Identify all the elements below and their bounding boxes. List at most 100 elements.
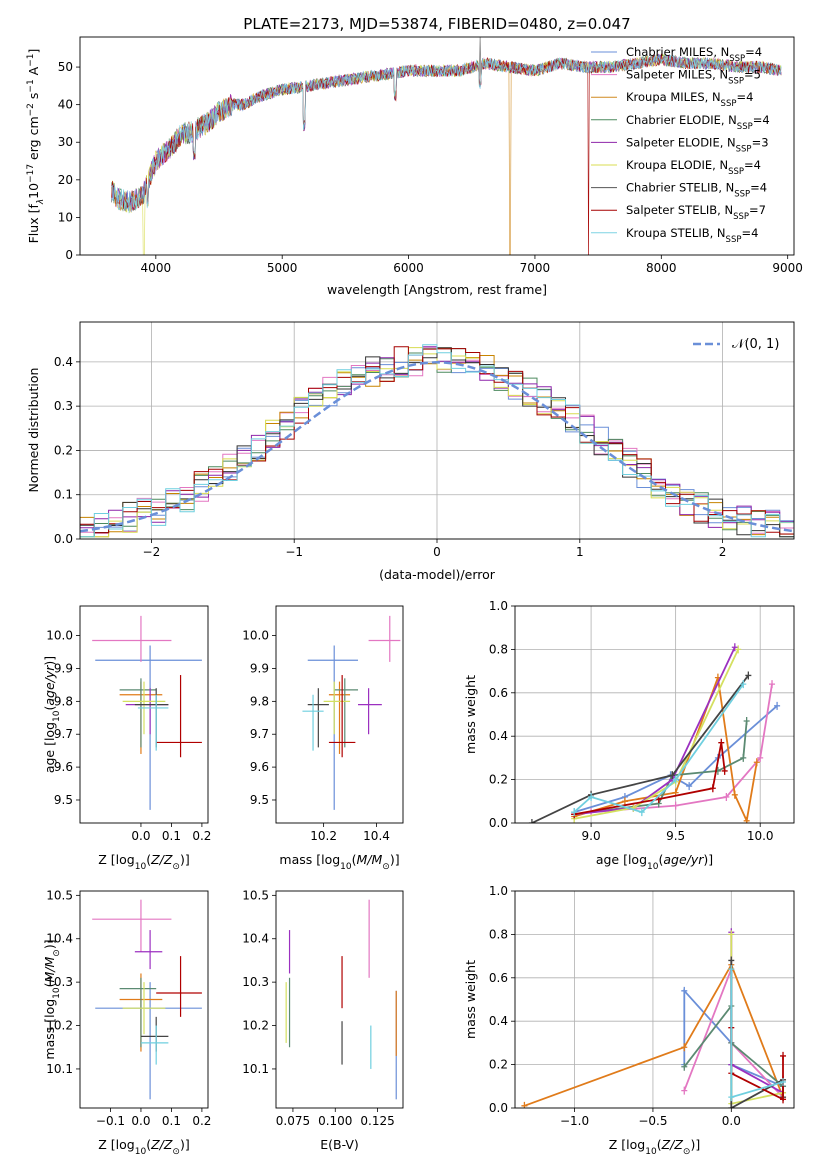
weight-line-chabrier_miles [683, 988, 784, 1088]
y-tick-label: 9.5 [54, 793, 73, 807]
plot-area [528, 643, 781, 823]
legend-entry-kroupa_stelib: Kroupa STELIB, NSSP=4 [626, 226, 758, 245]
axes-frame [275, 890, 404, 1109]
legend-label: Chabrier MILES, N [626, 45, 729, 59]
x-axis-label: wavelength [Angstrom, rest frame] [327, 282, 547, 297]
legend-entry-chabrier_elodie: Chabrier ELODIE, NSSP=4 [626, 113, 770, 132]
y-tick-label: 0.0 [54, 532, 73, 546]
y-tick-label: 1.0 [489, 884, 508, 898]
y-tick-label: 0.4 [489, 1014, 508, 1028]
legend-sub: SSP [721, 99, 737, 109]
plot-area [92, 899, 202, 1100]
weight-marker-kroupa_miles [731, 790, 738, 799]
label-part: 10 [52, 987, 62, 999]
x-tick-label: 7000 [520, 261, 551, 275]
label-part: age [log [42, 722, 57, 773]
plot-area [302, 615, 401, 810]
y-tick-label: 0.6 [489, 686, 508, 700]
label-part: −1 [26, 54, 36, 67]
legend-entry-chabrier_stelib: Chabrier STELIB, NSSP=4 [626, 181, 767, 200]
x-axis-label: mass [log10(M/M⊙)] [279, 852, 399, 872]
weight-marker-chabrier_miles [686, 782, 693, 791]
x-axis-label: Z [log10(Z/Z⊙)] [609, 1137, 700, 1157]
x-tick-label: 0.0 [131, 829, 150, 843]
label-part: age [log [596, 852, 647, 867]
y-tick-label: 0 [65, 248, 73, 262]
legend-nssp: =7 [749, 203, 766, 217]
x-tick-label: 0.075 [276, 1114, 310, 1128]
plot-area [80, 344, 794, 539]
weight-line-kroupa_elodie [574, 649, 740, 820]
legend-nssp: =4 [741, 226, 758, 240]
legend-entry-chabrier_miles: Chabrier MILES, NSSP=4 [626, 45, 762, 64]
label-part: ( [352, 852, 357, 867]
weight-marker-salpeter_elodie [731, 643, 738, 652]
x-tick-label: 9.5 [666, 829, 685, 843]
weight-marker-salpeter_stelib [709, 784, 716, 793]
weight-marker-kroupa_stelib [780, 1077, 787, 1086]
x-tick-label: −0.5 [638, 1114, 667, 1128]
weight-marker-kroupa_elodie [735, 645, 742, 654]
label-part: )] [703, 852, 713, 867]
weight-line-chabrier_elodie [574, 720, 748, 816]
weight-line-salpeter_elodie [730, 932, 784, 1094]
y-tick-label: 1.0 [489, 599, 508, 613]
weight-marker-chabrier_miles [681, 986, 688, 995]
x-tick-label: 2 [719, 545, 727, 559]
weight-marker-chabrier_stelib [745, 671, 752, 680]
y-axis-label: mass weight [463, 960, 478, 1039]
label-part: λ [36, 199, 46, 205]
legend-nssp: =5 [744, 68, 761, 82]
axes-frame [275, 605, 404, 824]
label-part: Z/Z [150, 852, 173, 867]
x-axis-label: (data-model)/error [379, 567, 496, 582]
axes-frame [79, 36, 795, 256]
x-tick-label: 0.0 [722, 1114, 741, 1128]
y-tick-label: 10.2 [46, 1019, 73, 1033]
y-tick-label: 10.0 [242, 629, 269, 643]
x-tick-label: 8000 [646, 261, 677, 275]
weight-marker-salpeter_miles [672, 801, 679, 810]
residuals-panel: −2 −1 0 1 2 0.0 0.1 0.2 0.3 0.4 𝒩(0, 1) (data-model… [26, 321, 795, 582]
y-tick-label: 10 [58, 210, 73, 224]
weight-marker-chabrier_miles [774, 701, 781, 710]
weight-line-salpeter_miles [683, 968, 784, 1098]
label-part: 10 [52, 710, 62, 722]
legend-label: Salpeter ELODIE, N [626, 135, 736, 149]
y-tick-label: 9.8 [250, 694, 269, 708]
legend-label: Kroupa STELIB, N [626, 226, 726, 240]
x-tick-label: 10.2 [310, 829, 337, 843]
legend-nssp: =4 [736, 90, 753, 104]
spectrum-line-kroupa_stelib [111, 54, 782, 214]
y-tick-label: 0.2 [489, 773, 508, 787]
histogram-kroupa_stelib [80, 344, 794, 539]
x-tick-label: 5000 [267, 261, 298, 275]
y-tick-label: 9.7 [250, 727, 269, 741]
legend-nssp: =4 [744, 158, 761, 172]
x-tick-label: 4000 [141, 261, 172, 275]
y-tick-label: 0.6 [489, 971, 508, 985]
y-tick-label: 10.1 [242, 1062, 269, 1076]
y-tick-label: 0.0 [489, 816, 508, 830]
y-tick-label: 10.3 [242, 975, 269, 989]
mass-age-panel: 10.2 10.4 9.5 9.6 9.7 9.8 9.9 10.0 mass [log10(M… [242, 605, 404, 872]
weight-marker-kroupa_stelib [571, 808, 578, 817]
weight-marker-kroupa_miles [621, 797, 628, 806]
x-tick-label: 0.1 [162, 829, 181, 843]
legend-label: Chabrier ELODIE, N [626, 113, 737, 127]
legend-nssp: =3 [752, 135, 769, 149]
plot-area [92, 615, 202, 810]
weight-line-kroupa_miles [524, 962, 784, 1107]
y-tick-label: 10.5 [46, 888, 73, 902]
weight-marker-kroupa_stelib [728, 965, 735, 974]
label-part: −1 [26, 79, 36, 92]
weight-marker-chabrier_stelib [669, 771, 676, 780]
label-part: s [26, 93, 41, 104]
x-axis-label: E(B-V) [320, 1137, 359, 1152]
legend-entry-salpeter_stelib: Salpeter STELIB, NSSP=7 [626, 203, 766, 222]
spectrum-panel: 4000 5000 6000 7000 8000 9000 0 10 20 30 40 50 Chabr… [26, 36, 803, 297]
label-part: A [26, 66, 41, 79]
y-tick-label: 0.2 [489, 1058, 508, 1072]
